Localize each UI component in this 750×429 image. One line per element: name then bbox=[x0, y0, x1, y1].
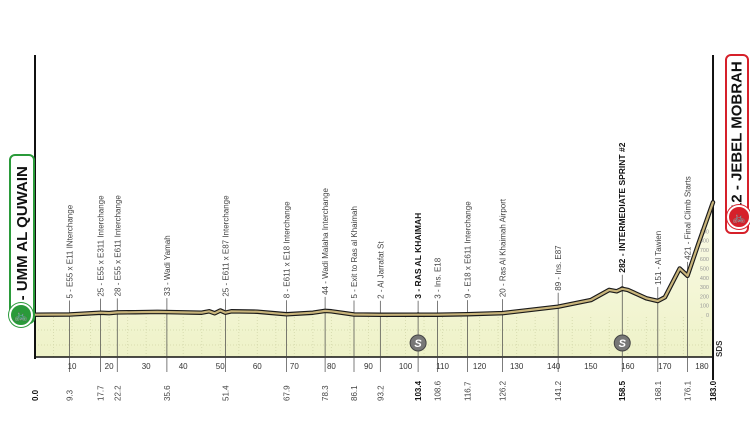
waypoint-label: 5 - E55 x E11 INterchange bbox=[65, 204, 74, 298]
x-tick-label: 60 bbox=[253, 362, 262, 371]
x-tick-label: 20 bbox=[105, 362, 114, 371]
start-city: 3 - UMM AL QUWAIN bbox=[13, 165, 31, 313]
waypoint-label: 2 - Al Jarrafat St bbox=[376, 241, 385, 299]
waypoint-km: 93.2 bbox=[376, 385, 385, 401]
waypoint-km: 51.4 bbox=[221, 385, 230, 401]
x-tick-label: 130 bbox=[510, 362, 524, 371]
start-km: 0.0 bbox=[31, 389, 40, 401]
waypoint-km: 17.7 bbox=[97, 385, 106, 401]
waypoint-km: 126.2 bbox=[499, 380, 508, 401]
waypoint-km: 141.2 bbox=[554, 380, 563, 401]
x-tick-label: 40 bbox=[179, 362, 188, 371]
waypoint-label: 151 - Al Tawien bbox=[654, 231, 663, 285]
start-cyclist-icon: 🚲 bbox=[9, 303, 33, 327]
waypoint-km: 86.1 bbox=[350, 385, 359, 401]
x-tick-label: 10 bbox=[68, 362, 77, 371]
waypoint-label: 421 - Final Climb Starts bbox=[683, 176, 692, 260]
x-tick-label: 70 bbox=[290, 362, 299, 371]
x-tick-label: 90 bbox=[364, 362, 373, 371]
sprint-icon bbox=[409, 334, 427, 352]
profile-line bbox=[33, 201, 715, 316]
y-tick-label: 600 bbox=[700, 257, 709, 263]
waypoint-label: 33 - Wadi Yamah bbox=[163, 235, 172, 296]
waypoint-label: 282 - INTERMEDIATE SPRINT #2 bbox=[617, 142, 627, 272]
waypoint-label: 25 - E55 x E311 Interchange bbox=[97, 195, 106, 297]
x-tick-label: 30 bbox=[142, 362, 151, 371]
waypoint-km: 108.6 bbox=[433, 380, 442, 401]
x-tick-label: 80 bbox=[327, 362, 336, 371]
waypoint-label: 25 - E611 x E87 Interchange bbox=[221, 195, 230, 297]
waypoint-label: 44 - Wadi Malaha Interchange bbox=[321, 187, 330, 294]
x-tick-label: 170 bbox=[658, 362, 672, 371]
y-tick-label: 300 bbox=[700, 285, 709, 291]
waypoint-km: 67.9 bbox=[283, 385, 292, 401]
waypoint-label: 5 - Exit to Ras al Khaimah bbox=[350, 206, 359, 298]
waypoint-km: 22.2 bbox=[113, 385, 122, 401]
x-tick-label: 100 bbox=[399, 362, 413, 371]
y-tick-label: 400 bbox=[700, 276, 709, 282]
waypoint-label: 9 - E18 x E611 Interchange bbox=[463, 201, 472, 298]
finish-km: 183.0 bbox=[709, 380, 718, 401]
y-tick-label: 200 bbox=[700, 294, 709, 300]
profile-area bbox=[35, 202, 714, 357]
x-tick-label: 110 bbox=[436, 362, 449, 371]
waypoint-label: 3 - RAS AL KHAIMAH bbox=[413, 213, 423, 299]
waypoint-label: 28 - E55 x E611 Interchange bbox=[113, 195, 122, 297]
waypoint-km: 168.1 bbox=[654, 380, 663, 401]
waypoint-label: 3 - Ins. E18 bbox=[433, 257, 442, 298]
waypoint-km: 158.5 bbox=[618, 380, 627, 401]
y-tick-label: 700 bbox=[700, 248, 709, 254]
finish-label: 1212 - JEBEL MOBRAH bbox=[725, 54, 749, 234]
x-tick-label: 50 bbox=[216, 362, 225, 371]
y-tick-label: 0 bbox=[706, 313, 709, 319]
y-tick-label: 100 bbox=[700, 304, 709, 310]
waypoint-label: 89 - Ins. E87 bbox=[554, 245, 563, 291]
x-tick-label: 120 bbox=[473, 362, 487, 371]
waypoint-km: 9.3 bbox=[65, 389, 74, 401]
waypoint-km: 116.7 bbox=[463, 381, 472, 401]
waypoint-km: 176.1 bbox=[683, 380, 692, 401]
brand-logo: SDS bbox=[715, 340, 724, 357]
x-tick-label: 180 bbox=[695, 362, 709, 371]
x-tick-label: 150 bbox=[584, 362, 598, 371]
x-tick-label: 140 bbox=[547, 362, 561, 371]
y-tick-label: 500 bbox=[700, 267, 709, 273]
waypoint-km: 78.3 bbox=[321, 385, 330, 401]
finish-cyclist-icon: 🚲 bbox=[727, 205, 750, 229]
finish-city: 1212 - JEBEL MOBRAH bbox=[728, 60, 746, 228]
waypoint-km: 35.6 bbox=[163, 385, 172, 401]
sprint-symbol: S bbox=[619, 338, 627, 350]
waypoint-km: 103.4 bbox=[414, 380, 423, 401]
sprint-symbol: S bbox=[414, 338, 422, 350]
start-label: 3 - UMM AL QUWAIN bbox=[9, 154, 35, 324]
sprint-icon bbox=[613, 334, 631, 352]
waypoint-label: 20 - Ras Al Khaimah Airport bbox=[499, 198, 508, 297]
y-tick-label: 800 bbox=[700, 239, 709, 245]
x-tick-label: 160 bbox=[621, 362, 635, 371]
waypoint-label: 8 - E611 x E18 Interchange bbox=[283, 201, 292, 298]
